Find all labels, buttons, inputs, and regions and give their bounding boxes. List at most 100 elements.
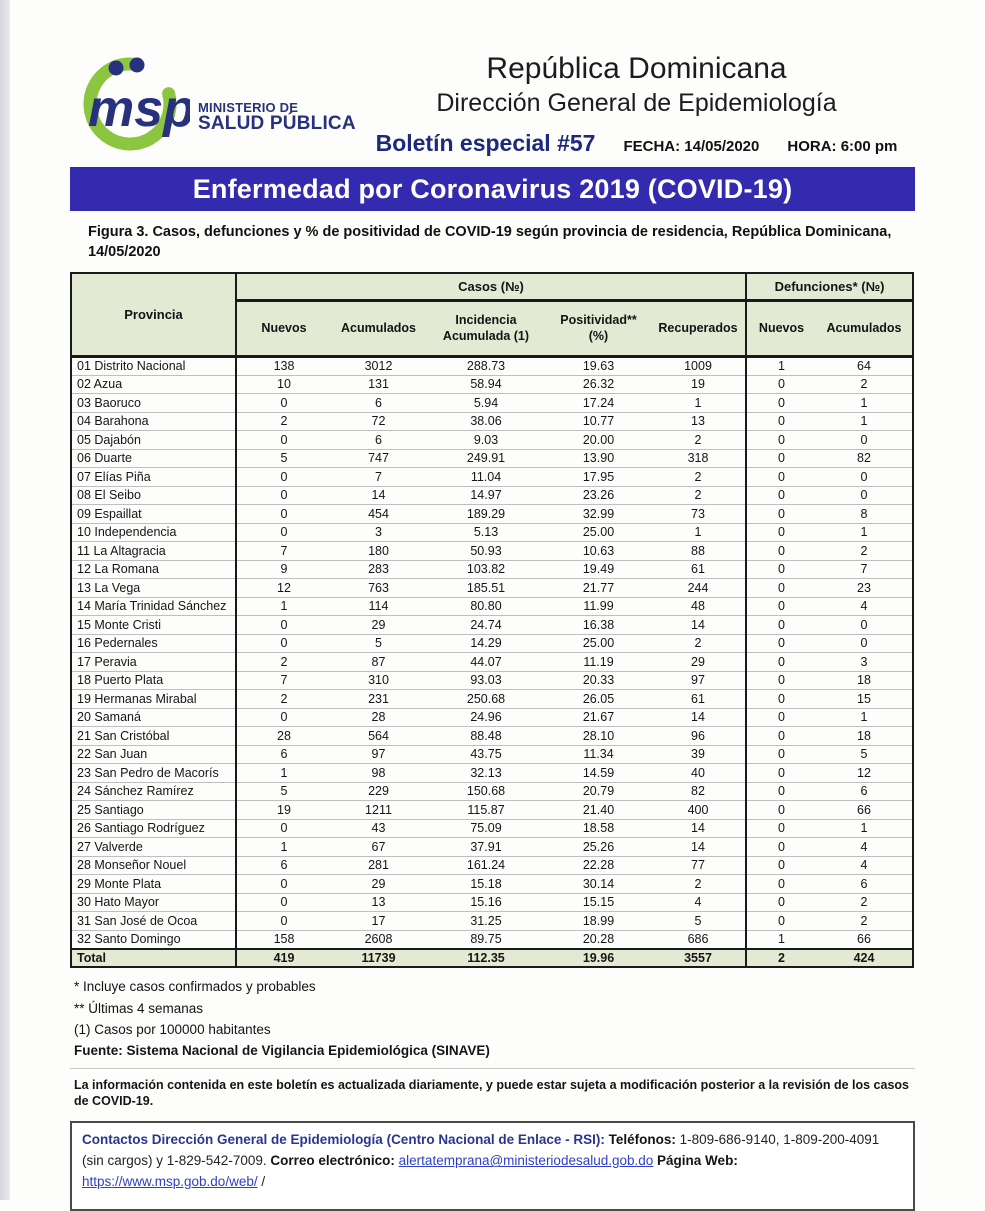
value-cell: 0 (746, 596, 816, 616)
value-cell: 7 (816, 559, 913, 579)
value-cell: 1 (651, 522, 747, 542)
value-cell: 61 (651, 689, 747, 709)
province-cell: 20 Samaná (71, 707, 237, 727)
value-cell: 0 (746, 837, 816, 857)
value-cell: 0 (746, 411, 816, 431)
website-link[interactable]: https://www.msp.gob.do/web/ (82, 1174, 258, 1190)
value-cell: 2608 (331, 929, 426, 949)
value-cell: 0 (816, 615, 913, 635)
table-row: 04 Barahona 2 72 38.06 10.77 13 0 1 (71, 411, 913, 431)
value-cell: 189.29 (426, 504, 546, 524)
value-cell: 400 (651, 800, 747, 820)
value-cell: 0 (236, 818, 331, 838)
value-cell: 231 (331, 689, 426, 709)
table-row: 10 Independencia 0 3 5.13 25.00 1 0 1 (71, 522, 913, 542)
table-row: 06 Duarte 5 747 249.91 13.90 318 0 82 (71, 448, 913, 468)
source-note: Fuente: Sistema Nacional de Vigilancia E… (74, 1042, 490, 1058)
value-cell: 28 (236, 726, 331, 746)
province-cell: 03 Baoruco (71, 393, 237, 413)
value-cell: 14 (651, 837, 747, 857)
value-cell: 2 (651, 467, 747, 487)
table-row: 14 María Trinidad Sánchez 1 114 80.80 11.99 4… (71, 596, 913, 616)
value-cell: 66 (816, 929, 913, 949)
value-cell: 25.00 (546, 522, 651, 542)
value-cell: 2 (651, 485, 747, 505)
value-cell: 0 (236, 707, 331, 727)
value-cell: 0 (746, 800, 816, 820)
value-cell: 11739 (331, 947, 426, 968)
value-cell: 0 (746, 874, 816, 894)
department-title: Dirección General de Epidemiología (436, 89, 837, 117)
value-cell: 13 (651, 411, 747, 431)
province-cell: 14 María Trinidad Sánchez (71, 596, 237, 616)
value-cell: 6 (816, 781, 913, 801)
value-cell: 2 (651, 430, 747, 450)
province-cell: 21 San Cristóbal (71, 726, 237, 746)
province-cell: 04 Barahona (71, 411, 237, 431)
value-cell: 180 (331, 541, 426, 561)
table-row: 13 La Vega 12 763 185.51 21.77 244 0 23 (71, 578, 913, 598)
value-cell: 14.29 (426, 633, 546, 653)
value-cell: 11.04 (426, 467, 546, 487)
value-cell: 96 (651, 726, 747, 746)
province-cell: 29 Monte Plata (71, 874, 237, 894)
value-cell: 5 (331, 633, 426, 653)
title-banner: Enfermedad por Coronavirus 2019 (COVID-1… (70, 167, 915, 211)
value-cell: 72 (331, 411, 426, 431)
table-row: 17 Peravia 2 87 44.07 11.19 29 0 3 (71, 652, 913, 672)
value-cell: 1 (816, 393, 913, 413)
value-cell: 0 (746, 781, 816, 801)
value-cell: 283 (331, 559, 426, 579)
footnote: (1) Casos por 100000 habitantes (74, 1022, 271, 1038)
province-cell: 09 Espaillat (71, 504, 237, 524)
country-title: República Dominicana (486, 52, 787, 85)
table-row: 15 Monte Cristi 0 29 24.74 16.38 14 0 0 (71, 615, 913, 635)
value-cell: 14.59 (546, 763, 651, 783)
value-cell: 14 (651, 707, 747, 727)
table-row: 31 San José de Ocoa 0 17 31.25 18.99 5 0 2 (71, 911, 913, 931)
value-cell: 19 (651, 374, 747, 394)
value-cell: 0 (236, 892, 331, 912)
table-row: 05 Dajabón 0 6 9.03 20.00 2 0 0 (71, 430, 913, 450)
province-cell: 24 Sánchez Ramírez (71, 781, 237, 801)
province-cell: 19 Hermanas Mirabal (71, 689, 237, 709)
value-cell: 1 (778, 359, 785, 374)
value-cell: 0 (746, 448, 816, 468)
value-cell: 5 (236, 448, 331, 468)
value-cell: 6 (816, 874, 913, 894)
value-cell: 7 (236, 670, 331, 690)
value-cell: 10 (236, 374, 331, 394)
value-cell: 17.24 (546, 393, 651, 413)
value-cell: 25.26 (546, 837, 651, 857)
value-cell: 12 (236, 578, 331, 598)
value-cell: 454 (331, 504, 426, 524)
value-cell: 2 (236, 411, 331, 431)
value-cell: 7 (331, 467, 426, 487)
value-cell: 2 (651, 633, 747, 653)
province-cell: 22 San Juan (71, 744, 237, 764)
value-cell: 1211 (331, 800, 426, 820)
value-cell: 4 (816, 855, 913, 875)
value-cell: 20.00 (546, 430, 651, 450)
province-cell: 05 Dajabón (71, 430, 237, 450)
value-cell: 0 (236, 911, 331, 931)
divider-line (70, 1067, 915, 1069)
province-cell: 07 Elías Piña (71, 467, 237, 487)
value-cell: 26.05 (546, 689, 651, 709)
value-cell: 3012 (364, 359, 393, 374)
province-cell: 17 Peravia (71, 652, 237, 672)
value-cell: 43 (331, 818, 426, 838)
email-link[interactable]: alertatemprana@ministeriodesalud.gob.do (398, 1153, 654, 1169)
footnotes: * Incluye casos confirmados y probables … (74, 976, 985, 1041)
footnote: ** Últimas 4 semanas (74, 1000, 204, 1016)
value-cell: 0 (746, 430, 816, 450)
value-cell: 23 (816, 578, 913, 598)
value-cell: 1 (816, 818, 913, 838)
province-cell: 11 La Altagracia (71, 541, 237, 561)
value-cell: 17.95 (546, 467, 651, 487)
value-cell: 112.35 (426, 947, 546, 968)
value-cell: 1009 (651, 356, 747, 376)
province-cell: 28 Monseñor Nouel (71, 855, 237, 875)
value-cell: 15 (816, 689, 913, 709)
value-cell: 11.19 (546, 652, 651, 672)
